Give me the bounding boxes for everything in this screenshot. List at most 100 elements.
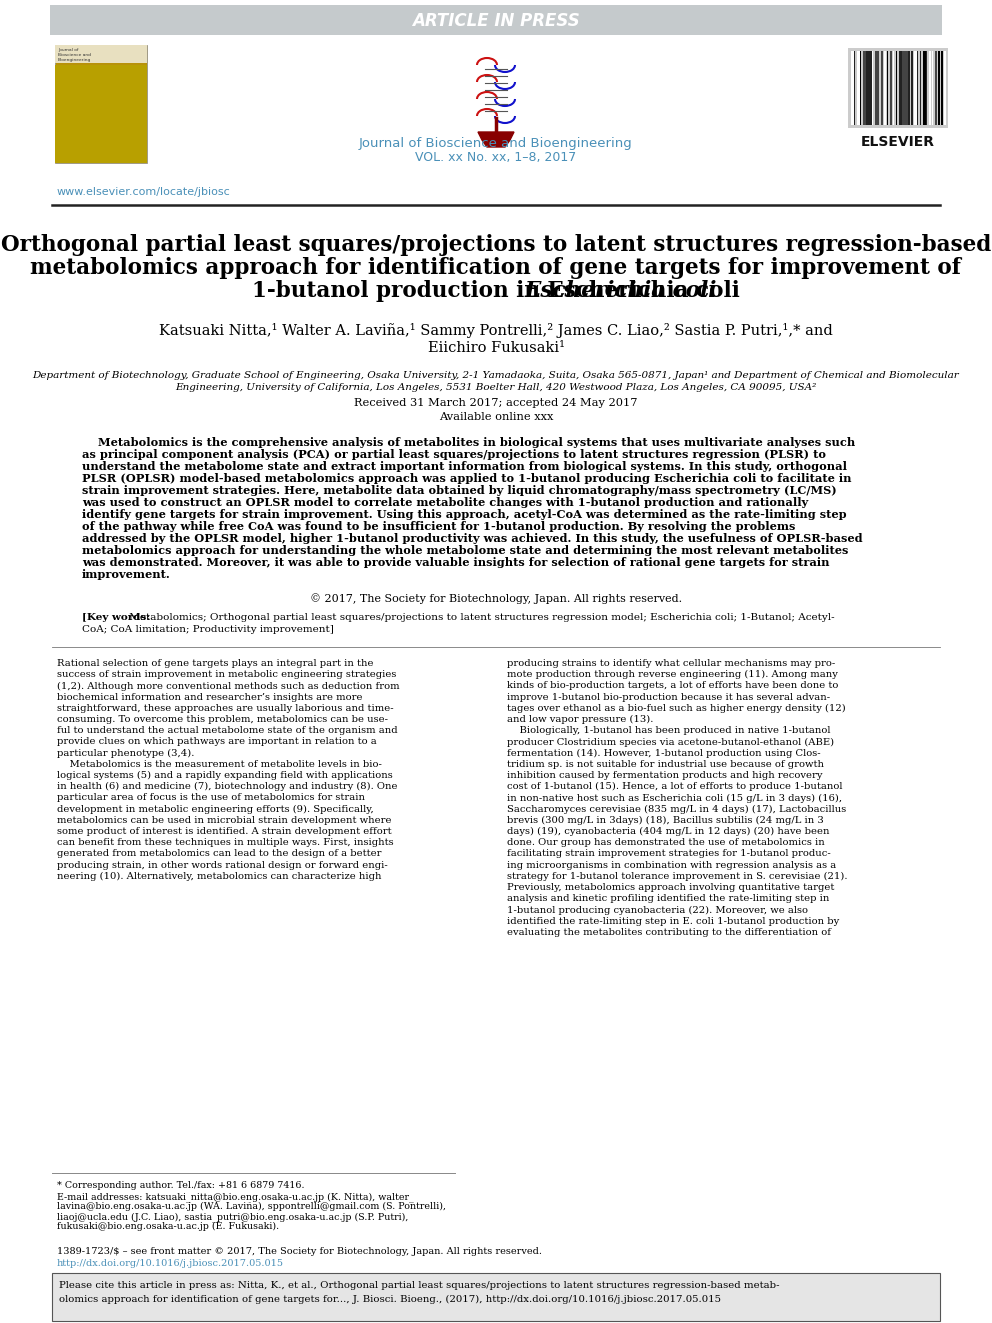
Text: Bioscience and: Bioscience and [58,53,91,57]
Bar [905,52,908,124]
Text: as principal component analysis (PCA) or partial least squares/projections to la: as principal component analysis (PCA) or… [82,448,826,460]
Text: tridium sp. is not suitable for industrial use because of growth: tridium sp. is not suitable for industri… [507,759,824,769]
Bar [887,52,888,124]
Bar [893,52,894,124]
Text: olomics approach for identification of gene targets for..., J. Biosci. Bioeng., : olomics approach for identification of g… [59,1295,721,1304]
Bar [908,52,910,124]
Text: Please cite this article in press as: Nitta, K., et al., Orthogonal partial leas: Please cite this article in press as: Ni… [59,1281,780,1290]
Text: particular area of focus is the use of metabolomics for strain: particular area of focus is the use of m… [57,794,365,803]
Bar [866,52,869,124]
Text: analysis and kinetic profiling identified the rate-limiting step in: analysis and kinetic profiling identifie… [507,894,829,904]
Text: done. Our group has demonstrated the use of metabolomics in: done. Our group has demonstrated the use… [507,839,824,847]
Text: © 2017, The Society for Biotechnology, Japan. All rights reserved.: © 2017, The Society for Biotechnology, J… [310,593,682,603]
Text: strategy for 1-butanol tolerance improvement in S. cerevisiae (21).: strategy for 1-butanol tolerance improve… [507,872,847,881]
Text: Metabolomics is the comprehensive analysis of metabolites in biological systems : Metabolomics is the comprehensive analys… [82,437,855,448]
Text: Received 31 March 2017; accepted 24 May 2017: Received 31 March 2017; accepted 24 May … [354,398,638,407]
Text: generated from metabolomics can lead to the design of a better: generated from metabolomics can lead to … [57,849,382,859]
Text: understand the metabolome state and extract important information from biologica: understand the metabolome state and extr… [82,460,847,472]
Text: in non-native host such as Escherichia coli (15 g/L in 3 days) (16),: in non-native host such as Escherichia c… [507,794,842,803]
Text: 1-butanol producing cyanobacteria (22). Moreover, we also: 1-butanol producing cyanobacteria (22). … [507,905,808,914]
Text: identified the rate-limiting step in E. coli 1-butanol production by: identified the rate-limiting step in E. … [507,917,839,926]
Text: producing strain, in other words rational design or forward engi-: producing strain, in other words rationa… [57,860,388,869]
Text: 1389-1723/$ – see front matter © 2017, The Society for Biotechnology, Japan. All: 1389-1723/$ – see front matter © 2017, T… [57,1248,542,1256]
Text: Metabolomics is the measurement of metabolite levels in bio-: Metabolomics is the measurement of metab… [57,759,382,769]
Text: producer Clostridium species via acetone-butanol-ethanol (ABE): producer Clostridium species via acetone… [507,737,834,746]
Text: www.elsevier.com/locate/jbiosc: www.elsevier.com/locate/jbiosc [57,187,231,197]
Text: PLSR (OPLSR) model-based metabolomics approach was applied to 1-butanol producin: PLSR (OPLSR) model-based metabolomics ap… [82,474,851,484]
Bar [944,52,946,124]
Text: liaoj@ucla.edu (J.C. Liao), sastia_putri@bio.eng.osaka-u.ac.jp (S.P. Putri),: liaoj@ucla.edu (J.C. Liao), sastia_putri… [57,1212,409,1222]
Text: particular phenotype (3,4).: particular phenotype (3,4). [57,749,194,758]
Text: Journal of Bioscience and Bioengineering: Journal of Bioscience and Bioengineering [359,136,633,149]
Text: * Corresponding author. Tel./fax: +81 6 6879 7416.: * Corresponding author. Tel./fax: +81 6 … [57,1181,305,1189]
Bar [932,52,933,124]
Text: of the pathway while free CoA was found to be insufficient for 1-butanol product: of the pathway while free CoA was found … [82,521,796,532]
Text: can benefit from these techniques in multiple ways. First, insights: can benefit from these techniques in mul… [57,839,394,847]
Text: Department of Biotechnology, Graduate School of Engineering, Osaka University, 2: Department of Biotechnology, Graduate Sc… [33,370,959,380]
Text: days) (19), cyanobacteria (404 mg/L in 12 days) (20) have been: days) (19), cyanobacteria (404 mg/L in 1… [507,827,829,836]
Text: VOL. xx No. xx, 1–8, 2017: VOL. xx No. xx, 1–8, 2017 [416,152,576,164]
Text: biochemical information and researcher’s insights are more: biochemical information and researcher’s… [57,693,362,701]
Bar [878,52,879,124]
Text: fukusaki@bio.eng.osaka-u.ac.jp (E. Fukusaki).: fukusaki@bio.eng.osaka-u.ac.jp (E. Fukus… [57,1222,279,1232]
Bar [890,52,892,124]
Text: Journal of: Journal of [58,48,78,52]
Bar [50,5,942,34]
Text: cost of 1-butanol (15). Hence, a lot of efforts to produce 1-butanol: cost of 1-butanol (15). Hence, a lot of … [507,782,842,791]
Text: Engineering, University of California, Los Angeles, 5531 Boelter Hall, 420 Westw: Engineering, University of California, L… [176,384,816,393]
Text: metabolomics approach for identification of gene targets for improvement of: metabolomics approach for identification… [31,257,961,279]
Text: ARTICLE IN PRESS: ARTICLE IN PRESS [412,12,580,30]
Text: (1,2). Although more conventional methods such as deduction from: (1,2). Although more conventional method… [57,681,400,691]
Bar [902,52,905,124]
Text: lavina@bio.eng.osaka-u.ac.jp (WA. Laviña), sppontrelli@gmail.com (S. Pontrelli),: lavina@bio.eng.osaka-u.ac.jp (WA. Laviña… [57,1203,446,1211]
Text: some product of interest is identified. A strain development effort: some product of interest is identified. … [57,827,392,836]
Text: kinds of bio-production targets, a lot of efforts have been done to: kinds of bio-production targets, a lot o… [507,681,838,691]
Text: inhibition caused by fermentation products and high recovery: inhibition caused by fermentation produc… [507,771,822,781]
Text: neering (10). Alternatively, metabolomics can characterize high: neering (10). Alternatively, metabolomic… [57,872,382,881]
Text: Orthogonal partial least squares/projections to latent structures regression-bas: Orthogonal partial least squares/project… [1,234,991,255]
Text: E-mail addresses: katsuaki_nitta@bio.eng.osaka-u.ac.jp (K. Nitta), walter_: E-mail addresses: katsuaki_nitta@bio.eng… [57,1192,414,1201]
Bar [869,52,872,124]
Bar [929,52,931,124]
Bar [863,52,866,124]
Text: http://dx.doi.org/10.1016/j.jbiosc.2017.05.015: http://dx.doi.org/10.1016/j.jbiosc.2017.… [57,1259,284,1267]
Text: 1-butanol production in Escherichia coli: 1-butanol production in Escherichia coli [252,280,740,302]
Bar [935,52,937,124]
Text: improvement.: improvement. [82,569,171,579]
Text: provide clues on which pathways are important in relation to a: provide clues on which pathways are impo… [57,737,377,746]
Bar [55,45,147,163]
Text: Bioengineering: Bioengineering [58,58,91,62]
Text: identify gene targets for strain improvement. Using this approach, acetyl-CoA wa: identify gene targets for strain improve… [82,509,846,520]
Bar [860,52,861,124]
Polygon shape [478,132,514,147]
Bar [884,52,886,124]
Bar [851,52,854,124]
Text: in health (6) and medicine (7), biotechnology and industry (8). One: in health (6) and medicine (7), biotechn… [57,782,398,791]
Text: consuming. To overcome this problem, metabolomics can be use-: consuming. To overcome this problem, met… [57,714,388,724]
Bar [896,52,897,124]
Bar [872,52,873,124]
Bar [926,52,927,124]
Text: mote production through reverse engineering (11). Among many: mote production through reverse engineer… [507,671,838,679]
Text: was demonstrated. Moreover, it was able to provide valuable insights for selecti: was demonstrated. Moreover, it was able … [82,557,829,568]
Text: metabolomics can be used in microbial strain development where: metabolomics can be used in microbial st… [57,816,392,824]
Bar [923,52,926,124]
Text: tages over ethanol as a bio-fuel such as higher energy density (12): tages over ethanol as a bio-fuel such as… [507,704,846,713]
Text: facilitating strain improvement strategies for 1-butanol produc-: facilitating strain improvement strategi… [507,849,830,859]
Text: Previously, metabolomics approach involving quantitative target: Previously, metabolomics approach involv… [507,882,834,892]
Text: Eiichiro Fukusaki¹: Eiichiro Fukusaki¹ [428,341,564,355]
Text: was used to construct an OPLSR model to correlate metabolite changes with 1-buta: was used to construct an OPLSR model to … [82,497,808,508]
Bar [55,45,147,64]
Text: producing strains to identify what cellular mechanisms may pro-: producing strains to identify what cellu… [507,659,835,668]
Text: [Key words:: [Key words: [82,613,150,622]
Text: metabolomics approach for understanding the whole metabolome state and determini: metabolomics approach for understanding … [82,545,848,556]
Text: improve 1-butanol bio-production because it has several advan-: improve 1-butanol bio-production because… [507,693,830,701]
Bar [899,52,902,124]
Bar [914,52,917,124]
Bar [857,52,860,124]
Text: Saccharomyces cerevisiae (835 mg/L in 4 days) (17), Lactobacillus: Saccharomyces cerevisiae (835 mg/L in 4 … [507,804,846,814]
Text: and low vapor pressure (13).: and low vapor pressure (13). [507,714,654,724]
Text: Biologically, 1-butanol has been produced in native 1-butanol: Biologically, 1-butanol has been produce… [507,726,830,736]
Text: fermentation (14). However, 1-butanol production using Clos-: fermentation (14). However, 1-butanol pr… [507,749,820,758]
Text: ELSEVIER: ELSEVIER [861,135,935,149]
